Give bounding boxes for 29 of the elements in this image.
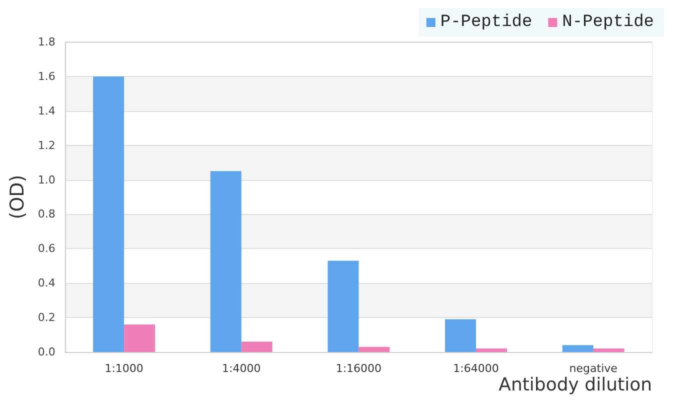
y-tick-label: 1.2 [38,138,56,152]
bar [241,342,272,352]
x-tick-label: 1:4000 [222,362,261,375]
y-tick-label: 0.8 [38,208,56,221]
y-tick-label: 0.6 [38,242,56,256]
y-tick-label: 0.4 [38,276,56,290]
y-axis-title: (OD) [6,174,28,220]
y-tick-label: 1.6 [38,70,56,83]
x-tick-label: 1:1000 [104,362,144,375]
y-tick-label: 1.8 [38,36,56,48]
bar [562,345,594,352]
bar [593,348,624,352]
legend-label: N-Peptide [562,13,654,32]
x-tick-label: 1:64000 [453,362,499,375]
x-tick-label: negative [569,362,618,375]
y-tick-label: 1.0 [38,173,56,186]
bar [358,346,390,352]
bar [445,319,476,352]
x-axis-title: Antibody dilution [498,374,652,396]
y-tick-label: 0.0 [38,346,56,358]
y-tick-label: 0.2 [38,311,56,324]
bar [93,76,124,352]
x-tick-label: 1:16000 [336,362,382,375]
bar [210,171,242,352]
bar [476,348,508,352]
legend-label: P-Peptide [440,13,532,32]
bar [328,260,359,352]
bar [124,324,156,352]
y-tick-label: 1.4 [38,104,56,118]
